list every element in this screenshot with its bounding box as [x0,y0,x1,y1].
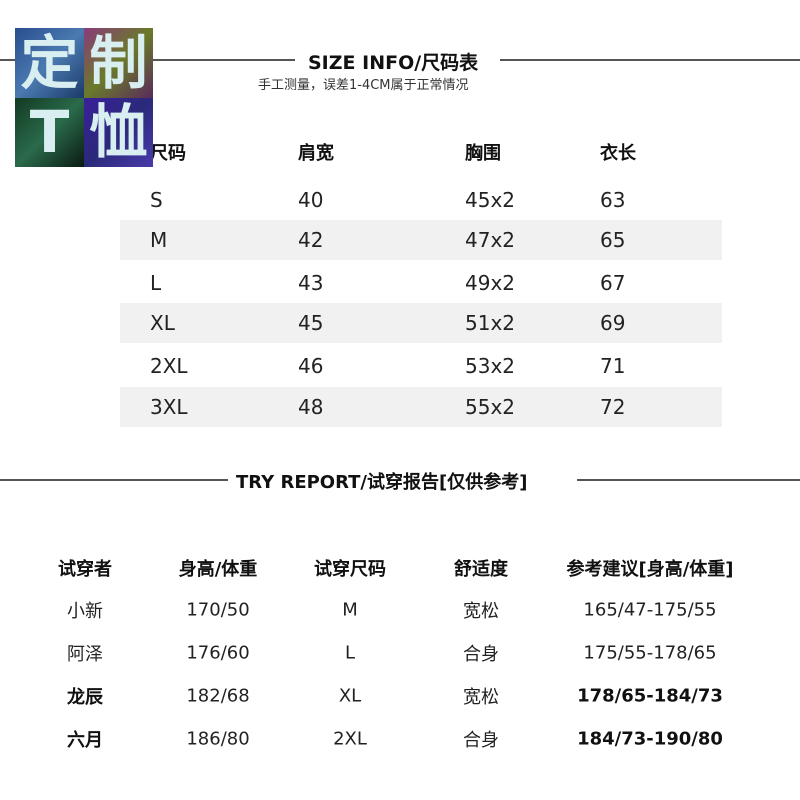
table-cell: 175/55-178/65 [583,642,717,664]
table-cell: 53x2 [465,354,516,378]
table-cell: 184/73-190/80 [577,728,723,750]
size-info-title: SIZE INFO/尺码表 [308,52,479,74]
table-cell: 3XL [150,395,188,419]
column-header: 身高/体重 [178,559,258,580]
table-row-stripe [120,387,722,427]
table-cell: 55x2 [465,395,516,419]
table-cell: 186/80 [186,728,250,750]
table-cell: 2XL [333,728,367,750]
try-report-title: TRY REPORT/试穿报告[仅供参考] [236,472,528,493]
column-header: 衣长 [600,143,636,164]
table-cell: 51x2 [465,311,516,335]
column-header: 参考建议[身高/体重] [566,559,734,580]
table-cell: 65 [600,228,626,252]
column-header: 试穿尺码 [314,559,386,580]
logo-char: 恤 [84,97,153,167]
column-header: 尺码 [150,143,186,164]
logo-char: 制 [84,28,153,98]
table-cell: 宽松 [463,687,499,708]
table-cell: 40 [298,188,324,212]
table-cell: 47x2 [465,228,516,252]
column-header: 胸围 [465,143,501,164]
table-cell: M [342,599,358,621]
table-cell: 46 [298,354,324,378]
table-row-stripe [120,220,722,260]
table-cell: 178/65-184/73 [577,685,723,707]
column-header: 肩宽 [298,143,334,164]
table-cell: 合身 [463,644,499,665]
column-header: 舒适度 [454,559,508,580]
table-cell: 阿泽 [67,644,103,665]
table-cell: 2XL [150,354,188,378]
logo-char: 定 [15,28,84,98]
table-cell: 小新 [67,601,103,622]
table-cell: 170/50 [186,599,250,621]
table-cell: XL [150,311,175,335]
table-cell: S [150,188,163,212]
size-info-note: 手工测量，误差1-4CM属于正常情况 [258,78,469,93]
column-header: 试穿者 [58,559,112,580]
table-cell: 45 [298,311,324,335]
table-cell: 63 [600,188,626,212]
table-cell: 69 [600,311,626,335]
divider-right-top [500,59,800,61]
table-cell: 43 [298,271,324,295]
divider-right-bottom [577,479,800,481]
table-cell: 165/47-175/55 [583,599,717,621]
table-cell: 176/60 [186,642,250,664]
table-cell: 六月 [67,730,103,751]
table-cell: XL [338,685,362,707]
table-cell: 48 [298,395,324,419]
logo-char: T [15,97,84,167]
table-cell: 龙辰 [67,687,103,708]
table-cell: 49x2 [465,271,516,295]
table-cell: 72 [600,395,626,419]
table-cell: 71 [600,354,626,378]
table-cell: 42 [298,228,324,252]
table-cell: L [344,642,356,664]
table-cell: 67 [600,271,626,295]
table-cell: M [150,228,168,252]
table-cell: 45x2 [465,188,516,212]
table-cell: 182/68 [186,685,250,707]
table-cell: 合身 [463,730,499,751]
custom-tshirt-logo: 定 制 T 恤 [15,28,153,167]
table-cell: 宽松 [463,601,499,622]
table-row-stripe [120,303,722,343]
divider-left-bottom [0,479,228,481]
table-cell: L [150,271,162,295]
